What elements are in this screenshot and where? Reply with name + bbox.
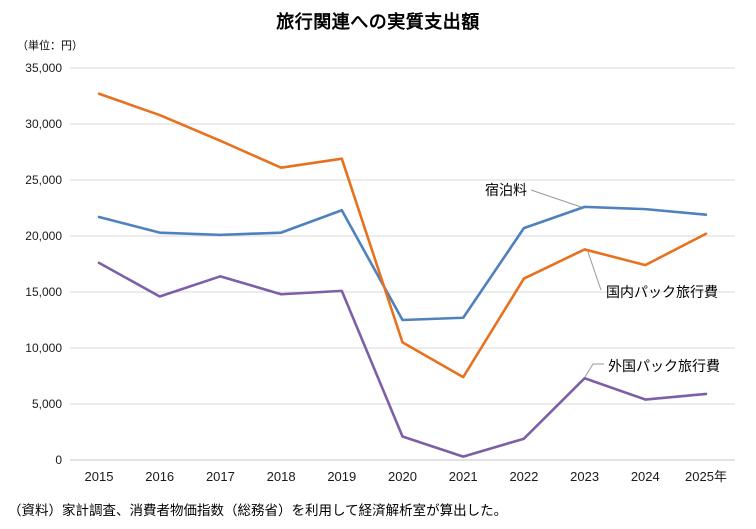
y-tick-20000: 20,000 (25, 229, 62, 243)
series-label-leader-foreign-package-tour (584, 363, 604, 378)
y-tick-5000: 5,000 (32, 397, 62, 411)
x-tick-2023: 2023 (570, 469, 599, 484)
y-tick-15000: 15,000 (25, 285, 62, 299)
x-tick-2017: 2017 (206, 469, 235, 484)
x-tick-2016: 2016 (145, 469, 174, 484)
x-tick-2021: 2021 (449, 469, 478, 484)
series-label-accommodation-fees: 宿泊料 (485, 182, 527, 198)
series-label-leader-domestic-package-tour (587, 251, 602, 291)
y-tick-30000: 30,000 (25, 117, 62, 131)
series-label-domestic-package-tour: 国内パック旅行費 (606, 284, 718, 300)
y-tick-10000: 10,000 (25, 341, 62, 355)
series-line-domestic-package-tour (97, 92, 708, 379)
x-tick-2015: 2015 (85, 469, 114, 484)
chart-title: 旅行関連への実質支出額 (276, 12, 480, 32)
x-tick-2018: 2018 (267, 469, 296, 484)
series-label-leader-accommodation-fees (530, 189, 582, 208)
y-tick-0: 0 (55, 453, 62, 467)
y-tick-35000: 35,000 (25, 61, 62, 75)
source-note: （資料）家計調査、消費者物価指数（総務省）を利用して経済解析室が算出した。 (8, 503, 508, 518)
series-line-accommodation-fees (97, 205, 708, 322)
x-tick-2022: 2022 (509, 469, 538, 484)
series-line-foreign-package-tour (97, 261, 708, 458)
x-tick-2024: 2024 (631, 469, 660, 484)
x-tick-2019: 2019 (327, 469, 356, 484)
x-tick-2025: 2025年 (685, 469, 727, 484)
unit-label: （単位：円） (17, 40, 83, 52)
y-tick-25000: 25,000 (25, 173, 62, 187)
series-label-foreign-package-tour: 外国パック旅行費 (608, 358, 720, 374)
x-tick-2020: 2020 (388, 469, 417, 484)
